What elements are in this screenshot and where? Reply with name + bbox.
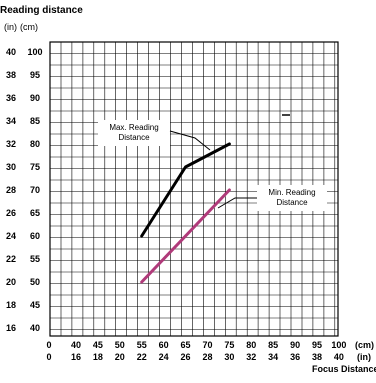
y-tick-label-in: 18	[6, 300, 16, 310]
x-tick-label-cm: 85	[268, 340, 278, 350]
x-tick-label-in: 18	[93, 352, 103, 362]
x-tick-label-in: 40	[334, 352, 344, 362]
y-tick-label-cm: 80	[30, 139, 40, 149]
x-tick-label-cm: 70	[202, 340, 212, 350]
x-tick-label-cm: 45	[93, 340, 103, 350]
y-tick-label-in: 38	[6, 70, 16, 80]
x-tick-label-in: 20	[115, 352, 125, 362]
x-tick-label-in: 32	[246, 352, 256, 362]
y-tick-label-in: 26	[6, 208, 16, 218]
series-line-max	[140, 142, 231, 238]
x-tick-labels-cm: 0 40 45 50 55 60 65 70 75 80 85 90 95 100	[46, 340, 346, 350]
y-tick-labels-cm: 100 95 90 85 80 75 70 65 60 55 50 45 40	[27, 47, 42, 333]
series-lines	[140, 142, 231, 284]
x-unit-cm: (cm)	[355, 340, 374, 350]
x-tick-label-in: 38	[312, 352, 322, 362]
x-tick-label-in: 0	[46, 352, 51, 362]
x-tick-label-in: 36	[290, 352, 300, 362]
x-tick-label-cm: 80	[246, 340, 256, 350]
annotation-max: Max. Reading Distance	[98, 120, 211, 151]
y-tick-label-cm: 100	[27, 47, 42, 57]
y-tick-labels-in: 40 38 36 34 32 30 28 26 24 22 20 18 16	[6, 47, 16, 333]
y-tick-label-cm: 50	[30, 277, 40, 287]
y-tick-label-cm: 85	[30, 116, 40, 126]
x-unit-in: (in)	[357, 352, 371, 362]
annotation-min-line2: Distance	[276, 198, 308, 207]
y-unit-cm: (cm)	[20, 22, 38, 32]
y-unit-in: (in)	[4, 22, 17, 32]
y-tick-label-in: 20	[6, 277, 16, 287]
y-tick-label-cm: 55	[30, 254, 40, 264]
x-tick-label-in: 34	[268, 352, 278, 362]
x-tick-label-in: 28	[202, 352, 212, 362]
annotation-min: Min. Reading Distance	[217, 185, 327, 211]
annotation-max-leader	[169, 130, 211, 151]
annotation-max-line2: Distance	[118, 133, 150, 142]
x-tick-labels-in: 0 16 18 20 22 24 26 28 30 32 34 36 38 40	[46, 352, 343, 362]
y-tick-label-in: 22	[6, 254, 16, 264]
x-tick-label-cm: 55	[137, 340, 147, 350]
x-tick-label-in: 22	[137, 352, 147, 362]
annotation-min-box	[257, 185, 327, 211]
y-tick-label-in: 30	[6, 162, 16, 172]
y-tick-label-in: 40	[6, 47, 16, 57]
x-tick-label-cm: 0	[46, 340, 51, 350]
annotation-min-line1: Min. Reading	[268, 188, 315, 197]
y-tick-label-in: 36	[6, 93, 16, 103]
x-tick-label-in: 24	[159, 352, 169, 362]
x-tick-label-cm: 100	[331, 340, 346, 350]
x-tick-label-in: 16	[71, 352, 81, 362]
y-tick-label-cm: 95	[30, 70, 40, 80]
y-tick-label-in: 34	[6, 116, 16, 126]
x-tick-label-cm: 40	[71, 340, 81, 350]
y-tick-label-in: 24	[6, 231, 16, 241]
annotation-min-leader	[217, 197, 257, 209]
x-tick-label-cm: 65	[181, 340, 191, 350]
y-tick-label-cm: 65	[30, 208, 40, 218]
x-tick-label-cm: 90	[290, 340, 300, 350]
x-tick-label-in: 26	[181, 352, 191, 362]
series-line-min	[140, 188, 231, 284]
y-tick-label-cm: 75	[30, 162, 40, 172]
y-tick-label-cm: 90	[30, 93, 40, 103]
x-tick-label-cm: 60	[159, 340, 169, 350]
y-tick-label-in: 16	[6, 323, 16, 333]
x-tick-label-cm: 95	[312, 340, 322, 350]
x-tick-label-cm: 50	[115, 340, 125, 350]
y-tick-label-cm: 45	[30, 300, 40, 310]
x-tick-label-cm: 75	[224, 340, 234, 350]
y-tick-label-cm: 40	[30, 323, 40, 333]
annotation-max-line1: Max. Reading	[109, 123, 158, 132]
y-tick-label-in: 32	[6, 139, 16, 149]
y-tick-label-in: 28	[6, 185, 16, 195]
x-tick-label-in: 30	[224, 352, 234, 362]
chart-title: Reading distance	[0, 5, 83, 16]
x-axis-label: Focus Distance	[312, 364, 376, 374]
y-tick-label-cm: 60	[30, 231, 40, 241]
y-tick-label-cm: 70	[30, 185, 40, 195]
annotation-max-box	[98, 120, 170, 146]
